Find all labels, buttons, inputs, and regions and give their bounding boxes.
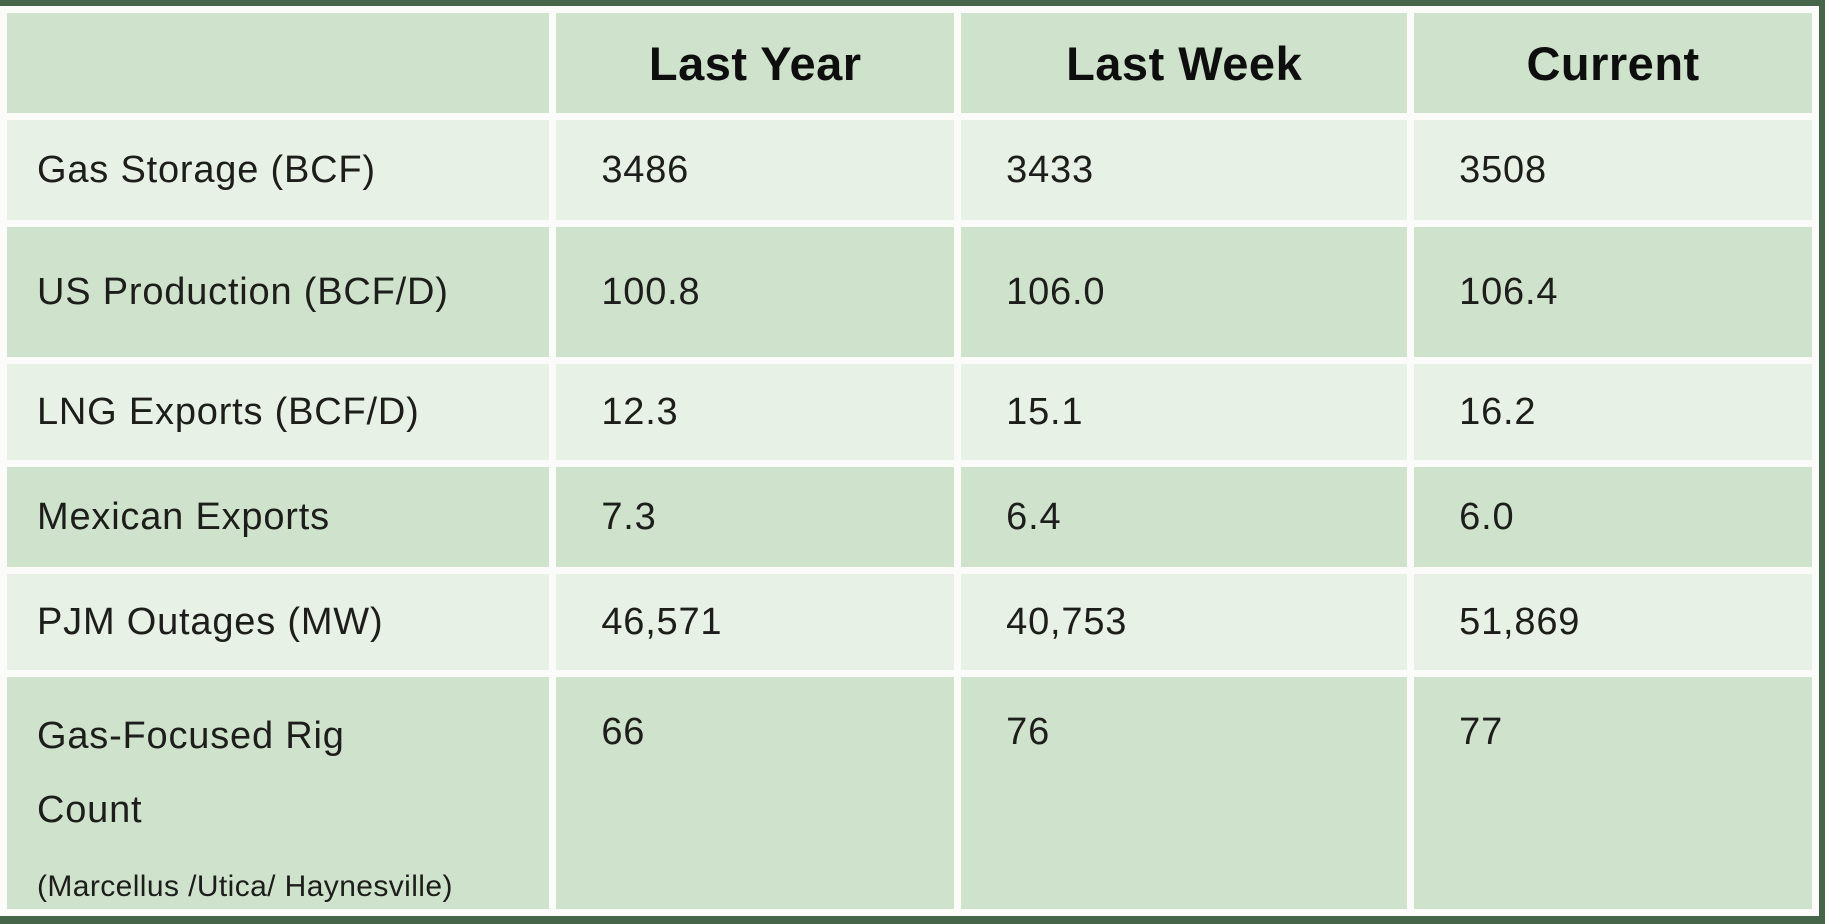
cell-value: 100.8 xyxy=(556,227,955,357)
table-row-gas-storage: Gas Storage (BCF) 3486 3433 3508 xyxy=(7,120,1812,220)
row-label: LNG Exports (BCF/D) xyxy=(7,364,550,460)
table-row-rig-count: Gas-Focused Rig Count (Marcellus /Utica/… xyxy=(7,677,1812,909)
header-current: Current xyxy=(1414,13,1812,113)
cell-value: 51,869 xyxy=(1414,574,1812,670)
cell-value: 12.3 xyxy=(556,364,955,460)
row-label: Gas-Focused Rig Count (Marcellus /Utica/… xyxy=(7,677,550,909)
gas-market-summary-table: Last Year Last Week Current Gas Storage … xyxy=(0,6,1819,916)
cell-value: 77 xyxy=(1414,677,1812,909)
header-last-year: Last Year xyxy=(556,13,955,113)
row-label: US Production (BCF/D) xyxy=(7,227,550,357)
cell-value: 3433 xyxy=(961,120,1408,220)
table-row-us-production: US Production (BCF/D) 100.8 106.0 106.4 xyxy=(7,227,1812,357)
row-label: Gas Storage (BCF) xyxy=(7,120,550,220)
row-sublabel-text: (Marcellus /Utica/ Haynesville) xyxy=(37,870,453,904)
cell-value: 106.4 xyxy=(1414,227,1812,357)
cell-value: 6.0 xyxy=(1414,467,1812,567)
table-row-lng-exports: LNG Exports (BCF/D) 12.3 15.1 16.2 xyxy=(7,364,1812,460)
header-metric-blank xyxy=(7,13,550,113)
table-row-mexican-exports: Mexican Exports 7.3 6.4 6.0 xyxy=(7,467,1812,567)
table-row-pjm-outages: PJM Outages (MW) 46,571 40,753 51,869 xyxy=(7,574,1812,670)
row-label: PJM Outages (MW) xyxy=(7,574,550,670)
row-label: Mexican Exports xyxy=(7,467,550,567)
header-row: Last Year Last Week Current xyxy=(7,13,1812,113)
cell-value: 16.2 xyxy=(1414,364,1812,460)
cell-value: 106.0 xyxy=(961,227,1408,357)
cell-value: 3508 xyxy=(1414,120,1812,220)
cell-value: 40,753 xyxy=(961,574,1408,670)
header-last-week: Last Week xyxy=(961,13,1408,113)
cell-value: 46,571 xyxy=(556,574,955,670)
cell-value: 7.3 xyxy=(556,467,955,567)
row-label-text: Gas-Focused Rig Count xyxy=(37,715,345,832)
cell-value: 76 xyxy=(961,677,1408,909)
cell-value: 3486 xyxy=(556,120,955,220)
cell-value: 15.1 xyxy=(961,364,1408,460)
cell-value: 66 xyxy=(556,677,955,909)
cell-value: 6.4 xyxy=(961,467,1408,567)
